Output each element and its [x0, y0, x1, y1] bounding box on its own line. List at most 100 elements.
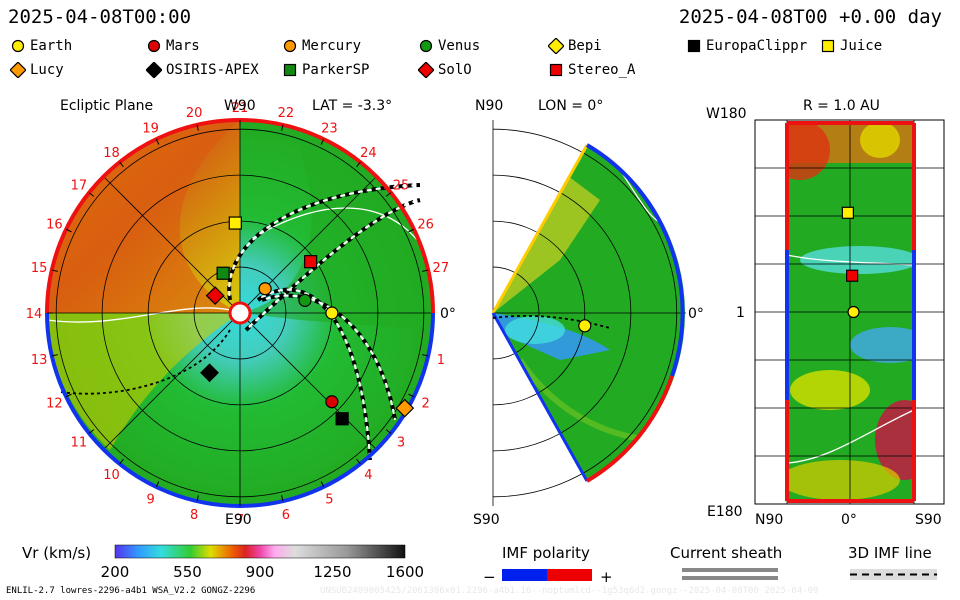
carrington-tick-mark — [356, 161, 361, 168]
mer-ring-3 — [492, 128, 678, 498]
carrington-tick-8: 8 — [190, 508, 198, 523]
carrington-tick-mark — [65, 228, 72, 233]
run-id-faint: UNSUB2409005425/2061306x01.2296-a4b1.16-… — [320, 586, 819, 596]
header-offset: 2025-04-08T00 +0.00 day — [678, 6, 942, 28]
colorbar-tick-200: 200 — [101, 563, 130, 581]
legend-label: OSIRIS-APEX — [166, 62, 259, 78]
ecliptic-mars — [325, 395, 339, 409]
legend-item-osiris-apex: OSIRIS-APEX — [146, 62, 259, 78]
ecliptic-europaclippr — [335, 412, 349, 426]
imf-plus: + — [600, 568, 613, 586]
carrington-tick-mark — [408, 228, 415, 233]
carrington-tick-6: 6 — [282, 508, 290, 523]
ecliptic-osiris-apex — [200, 363, 219, 383]
colorbar-tick-1600: 1600 — [386, 563, 424, 581]
legend-item-solo: SolO — [418, 62, 472, 78]
carrington-tick-mark — [385, 429, 392, 434]
carrington-tick-22: 22 — [278, 106, 295, 121]
sphere-y-mid: 1 — [736, 305, 745, 321]
carrington-tick-24: 24 — [360, 146, 377, 161]
carrington-tick-14: 14 — [26, 307, 43, 322]
legend-label: Juice — [840, 38, 883, 54]
legend-label: Bepi — [568, 38, 602, 54]
sphere-juice — [841, 206, 854, 219]
meridional-bodies — [578, 319, 592, 333]
distance-rings — [55, 128, 425, 498]
ecliptic-background — [47, 120, 433, 506]
imf-negative-swatch — [502, 569, 547, 581]
legend-item-europaclippr: EuropaClippr — [686, 38, 807, 54]
ecliptic-stereo_a — [304, 255, 318, 269]
ecliptic-earth — [325, 306, 339, 320]
legend-marker-bepi — [548, 38, 564, 54]
imf-positive-swatch — [547, 569, 592, 581]
carrington-tick-3: 3 — [397, 435, 405, 450]
imf-label: IMF polarity — [502, 544, 590, 562]
ecliptic-juice — [228, 216, 242, 230]
imf-polarity-legend: IMF polarity − + — [483, 544, 613, 586]
carrington-tick-mark — [320, 138, 325, 145]
carrington-tick-mark — [88, 429, 95, 434]
legend-marker-osiris-apex — [146, 62, 162, 78]
ecliptic-right-label: 0° — [440, 306, 456, 322]
carrington-tick-25: 25 — [393, 179, 410, 194]
legend-marker-stereo_a — [549, 63, 563, 77]
sphere-grid — [755, 120, 944, 504]
carrington-tick-10: 10 — [103, 468, 120, 483]
legend-marker-earth — [11, 39, 25, 53]
carrington-tick-mark — [65, 393, 72, 398]
meridional-right-label: 0° — [688, 306, 704, 322]
colorbar-ticks: 200 550 900 1250 1600 — [101, 563, 424, 581]
carrington-tick-mark — [196, 124, 199, 131]
legend-item-mars: Mars — [146, 38, 200, 54]
vr-colorbar: Vr (km/s) 200 550 900 1250 1600 — [22, 544, 424, 581]
legend-marker-venus — [419, 39, 433, 53]
ecliptic-lucy — [395, 398, 415, 418]
carrington-tick-12: 12 — [46, 396, 63, 411]
ring-0 — [193, 266, 287, 360]
meridional-top-label: N90 — [475, 98, 503, 114]
legend-item-stereo_a: Stereo_A — [548, 62, 635, 78]
sphere-bodies — [841, 206, 860, 319]
legend-marker-mars — [147, 39, 161, 53]
mer-ring-2 — [492, 174, 632, 452]
sphere-stereo_a — [846, 269, 859, 282]
imf-minus: − — [483, 568, 496, 586]
carrington-tick-mark — [119, 161, 124, 168]
carrington-tick-5: 5 — [325, 493, 333, 508]
legend-marker-solo — [418, 62, 434, 78]
carrington-tick-20: 20 — [186, 106, 203, 121]
header-datetime: 2025-04-08T00:00 — [8, 6, 192, 28]
legend-item-venus: Venus — [418, 38, 480, 54]
colorbar-tick-1250: 1250 — [313, 563, 351, 581]
run-info: ENLIL-2.7 lowres-2296-a4b1 WSA_V2.2 GONG… — [6, 586, 256, 596]
carrington-tick-2: 2 — [421, 396, 429, 411]
mer-ring-1 — [492, 220, 586, 406]
legend-label: EuropaClippr — [706, 38, 808, 54]
legend-item-juice: Juice — [820, 38, 882, 54]
carrington-tick-9: 9 — [146, 493, 154, 508]
carrington-tick-27: 27 — [433, 261, 450, 276]
carrington-tick-18: 18 — [103, 146, 120, 161]
carrington-tick-mark — [408, 393, 415, 398]
carrington-tick-mark — [422, 269, 429, 272]
carrington-tick-26: 26 — [417, 218, 434, 233]
carrington-tick-4: 4 — [364, 468, 372, 483]
carrington-tick-mark — [385, 192, 392, 197]
carrington-tick-mark — [51, 269, 58, 272]
ecliptic-venus — [298, 293, 312, 307]
legend-item-bepi: Bepi — [548, 38, 602, 54]
carrington-tick-7: 7 — [236, 513, 244, 528]
colorbar-label: Vr (km/s) — [22, 544, 91, 562]
legend-label: Lucy — [30, 62, 64, 78]
carrington-tick-mark — [281, 495, 284, 502]
ecliptic-bodies — [200, 216, 415, 426]
sphere-x-right: S90 — [915, 512, 942, 528]
sphere-x-left: N90 — [755, 512, 783, 528]
legend-label: Mars — [166, 38, 200, 54]
meridional-rings — [492, 128, 678, 498]
meridional-earth — [578, 319, 592, 333]
legend-label: Earth — [30, 38, 73, 54]
meridional-lon-label: LON = 0° — [538, 98, 603, 114]
